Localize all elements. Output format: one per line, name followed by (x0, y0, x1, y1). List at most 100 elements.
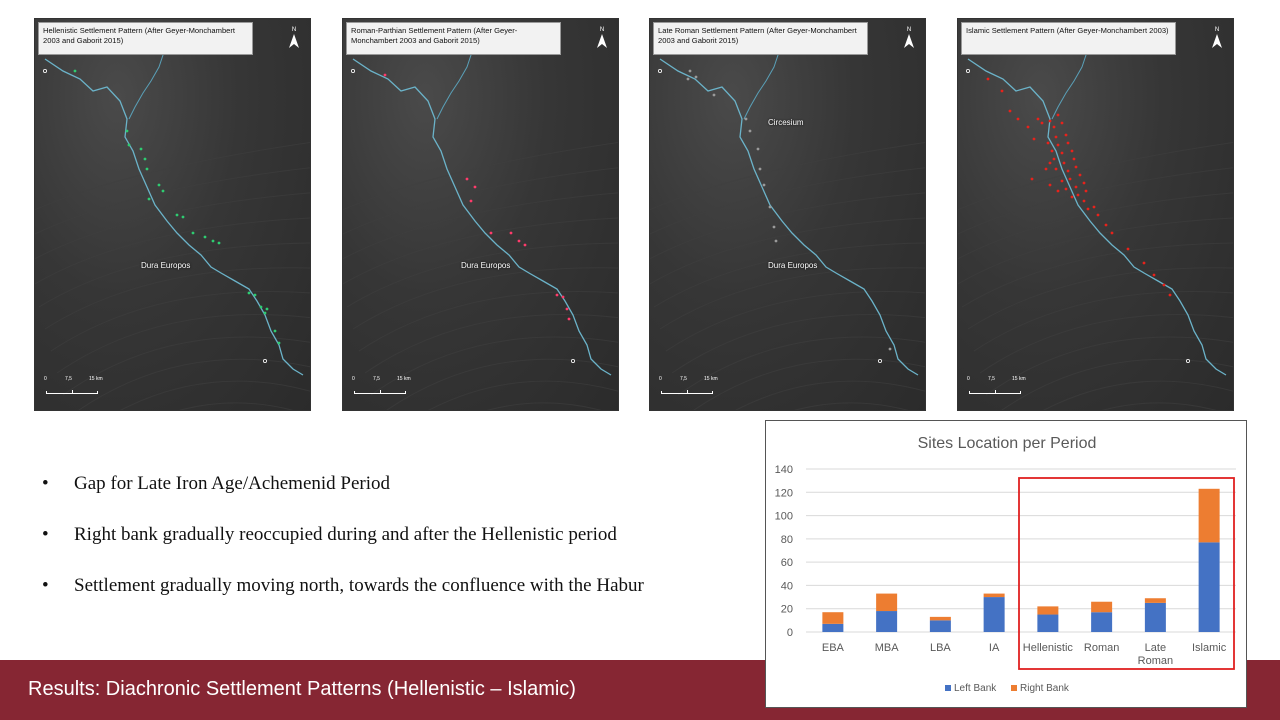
town-marker-icon (42, 69, 47, 74)
map-islamic: Islamic Settlement Pattern (After Geyer-… (957, 18, 1234, 411)
town-marker-icon (570, 358, 575, 363)
bar-segment-left-bank (1037, 614, 1059, 632)
town-marker-icon (877, 358, 882, 363)
settlement-dot (469, 199, 473, 203)
map-title: Roman-Parthian Settlement Pattern (After… (346, 22, 561, 55)
bullet-text: Settlement gradually moving north, towar… (74, 575, 644, 596)
bar-segment-right-bank (983, 593, 1005, 598)
map-late-roman: Late Roman Settlement Pattern (After Gey… (649, 18, 926, 411)
bar-segment-right-bank (1037, 606, 1059, 615)
map-terrain (650, 48, 925, 410)
settlement-dot (465, 177, 469, 181)
settlement-dot (1084, 189, 1088, 193)
scale-bar: 0 7,5 15 km (351, 376, 421, 398)
settlement-dot (1060, 179, 1064, 183)
settlement-dot (157, 183, 161, 187)
bar-segment-left-bank (1144, 602, 1166, 632)
settlement-dot (1068, 177, 1072, 181)
settlement-dot (1096, 213, 1100, 217)
chart-panel: Sites Location per Period 0 20 40 60 80 100 120… (765, 420, 1247, 708)
settlement-dot (1074, 185, 1078, 189)
settlement-dot (1074, 165, 1078, 169)
settlement-dot (127, 143, 131, 147)
settlement-dot (145, 167, 149, 171)
settlement-dot (1048, 161, 1052, 165)
settlement-dot (1040, 121, 1044, 125)
settlement-dot (1078, 173, 1082, 177)
y-tick-label: 120 (775, 487, 793, 499)
bar-segment-left-bank (983, 597, 1005, 632)
settlement-dot (517, 239, 521, 243)
bar-segment-right-bank (1198, 488, 1220, 543)
settlement-dot (1072, 157, 1076, 161)
settlement-dot (523, 243, 527, 247)
settlement-dot (758, 167, 762, 171)
settlement-dot (1048, 183, 1052, 187)
site-label-dura: Dura Europos (461, 261, 511, 270)
settlement-dot (263, 311, 267, 315)
settlement-dot (1110, 231, 1114, 235)
map-hellenistic: Hellenistic Settlement Pattern (After Ge… (34, 18, 311, 411)
bullet-item: • Gap for Late Iron Age/Achemenid Period (42, 472, 742, 523)
bar-segment-left-bank (876, 611, 898, 632)
settlement-dot (161, 189, 165, 193)
settlement-dot (694, 75, 698, 79)
north-arrow-icon: N (286, 27, 302, 53)
x-tick-label: LBA (930, 642, 951, 654)
settlement-dot (567, 317, 571, 321)
settlement-dot (688, 69, 692, 73)
settlement-dot (1082, 199, 1086, 203)
settlement-dot (139, 147, 143, 151)
settlement-dot (1066, 141, 1070, 145)
settlement-dot (1044, 167, 1048, 171)
legend-label: Left Bank (954, 683, 997, 694)
settlement-dot (1052, 125, 1056, 129)
site-label-dura: Dura Europos (768, 261, 818, 270)
settlement-dot (1064, 187, 1068, 191)
town-marker-icon (1185, 358, 1190, 363)
bar-segment-left-bank (1091, 612, 1113, 632)
y-tick-label: 140 (775, 464, 793, 476)
town-marker-icon (262, 358, 267, 363)
settlement-dot (712, 93, 716, 97)
settlement-dot (756, 147, 760, 151)
map-title: Late Roman Settlement Pattern (After Gey… (653, 22, 868, 55)
settlement-dot (191, 231, 195, 235)
site-label-circesium: Circesium (768, 118, 804, 127)
settlement-dot (1008, 109, 1012, 113)
scale-bar: 0 7,5 15 km (658, 376, 728, 398)
bar-segment-right-bank (1091, 601, 1113, 613)
x-tick-label: EBA (822, 642, 845, 654)
settlement-dot (217, 241, 221, 245)
map-roman-parthian: Roman-Parthian Settlement Pattern (After… (342, 18, 619, 411)
settlement-dot (986, 77, 990, 81)
settlement-dot (1056, 189, 1060, 193)
settlement-dot (211, 239, 215, 243)
settlement-dot (1070, 149, 1074, 153)
x-tick-label: Late Roman (1138, 642, 1173, 667)
map-title: Islamic Settlement Pattern (After Geyer-… (961, 22, 1176, 55)
settlement-dot (1076, 193, 1080, 197)
settlement-dot (1086, 207, 1090, 211)
settlement-dot (203, 235, 207, 239)
bar-segment-left-bank (1198, 542, 1220, 632)
settlement-dot (748, 129, 752, 133)
north-arrow-icon: N (1209, 27, 1225, 53)
site-label-dura: Dura Europos (141, 261, 191, 270)
bar-segment-right-bank (822, 612, 844, 624)
town-marker-icon (657, 69, 662, 74)
settlement-dot (277, 341, 281, 345)
scale-bar: 0 7,5 15 km (966, 376, 1036, 398)
settlement-dot (1026, 125, 1030, 129)
settlement-dot (888, 347, 892, 351)
settlement-dot (247, 291, 251, 295)
map-terrain (343, 48, 618, 410)
bullet-list: • Gap for Late Iron Age/Achemenid Period … (42, 472, 742, 625)
north-arrow-icon: N (594, 27, 610, 53)
settlement-dot (181, 215, 185, 219)
settlement-dot (489, 231, 493, 235)
settlement-dot (1064, 133, 1068, 137)
highlight-frame (1018, 477, 1235, 670)
map-terrain (958, 48, 1233, 410)
bullet-item: • Right bank gradually reoccupied during … (42, 523, 742, 574)
